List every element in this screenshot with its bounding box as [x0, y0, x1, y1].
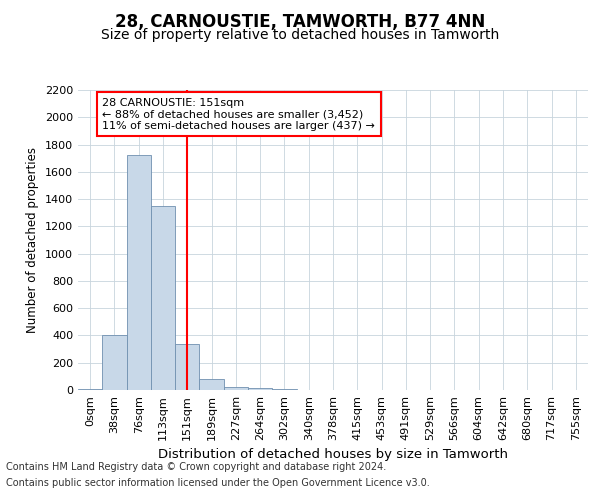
Bar — [127, 156, 151, 390]
Text: Contains public sector information licensed under the Open Government Licence v3: Contains public sector information licen… — [6, 478, 430, 488]
Bar — [102, 336, 127, 390]
Bar — [272, 388, 296, 390]
Bar — [199, 379, 224, 390]
Bar — [224, 386, 248, 390]
Text: 28, CARNOUSTIE, TAMWORTH, B77 4NN: 28, CARNOUSTIE, TAMWORTH, B77 4NN — [115, 12, 485, 30]
Bar — [248, 388, 272, 390]
X-axis label: Distribution of detached houses by size in Tamworth: Distribution of detached houses by size … — [158, 448, 508, 462]
Bar — [151, 206, 175, 390]
Y-axis label: Number of detached properties: Number of detached properties — [26, 147, 40, 333]
Text: Size of property relative to detached houses in Tamworth: Size of property relative to detached ho… — [101, 28, 499, 42]
Bar — [175, 344, 199, 390]
Bar — [78, 388, 102, 390]
Text: Contains HM Land Registry data © Crown copyright and database right 2024.: Contains HM Land Registry data © Crown c… — [6, 462, 386, 472]
Text: 28 CARNOUSTIE: 151sqm
← 88% of detached houses are smaller (3,452)
11% of semi-d: 28 CARNOUSTIE: 151sqm ← 88% of detached … — [102, 98, 375, 130]
